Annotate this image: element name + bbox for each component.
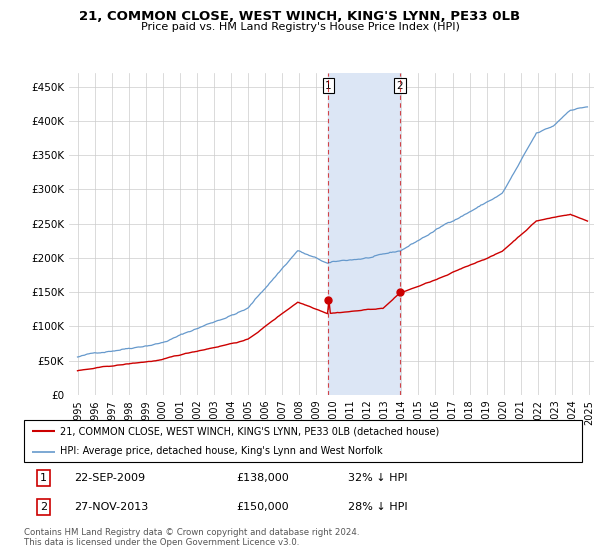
Bar	[328, 73, 400, 395]
Text: 1: 1	[40, 473, 47, 483]
Text: 2: 2	[397, 81, 403, 91]
Text: 27-NOV-2013: 27-NOV-2013	[74, 502, 148, 512]
Text: Price paid vs. HM Land Registry's House Price Index (HPI): Price paid vs. HM Land Registry's House …	[140, 22, 460, 32]
Text: 22-SEP-2009: 22-SEP-2009	[74, 473, 145, 483]
Text: 28% ↓ HPI: 28% ↓ HPI	[347, 502, 407, 512]
Text: HPI: Average price, detached house, King's Lynn and West Norfolk: HPI: Average price, detached house, King…	[60, 446, 383, 456]
Text: 2: 2	[40, 502, 47, 512]
Text: Contains HM Land Registry data © Crown copyright and database right 2024.
This d: Contains HM Land Registry data © Crown c…	[24, 528, 359, 547]
Text: 32% ↓ HPI: 32% ↓ HPI	[347, 473, 407, 483]
Text: £150,000: £150,000	[236, 502, 289, 512]
Text: 21, COMMON CLOSE, WEST WINCH, KING'S LYNN, PE33 0LB (detached house): 21, COMMON CLOSE, WEST WINCH, KING'S LYN…	[60, 426, 440, 436]
Text: 1: 1	[325, 81, 332, 91]
Text: 21, COMMON CLOSE, WEST WINCH, KING'S LYNN, PE33 0LB: 21, COMMON CLOSE, WEST WINCH, KING'S LYN…	[79, 10, 521, 23]
Text: £138,000: £138,000	[236, 473, 289, 483]
